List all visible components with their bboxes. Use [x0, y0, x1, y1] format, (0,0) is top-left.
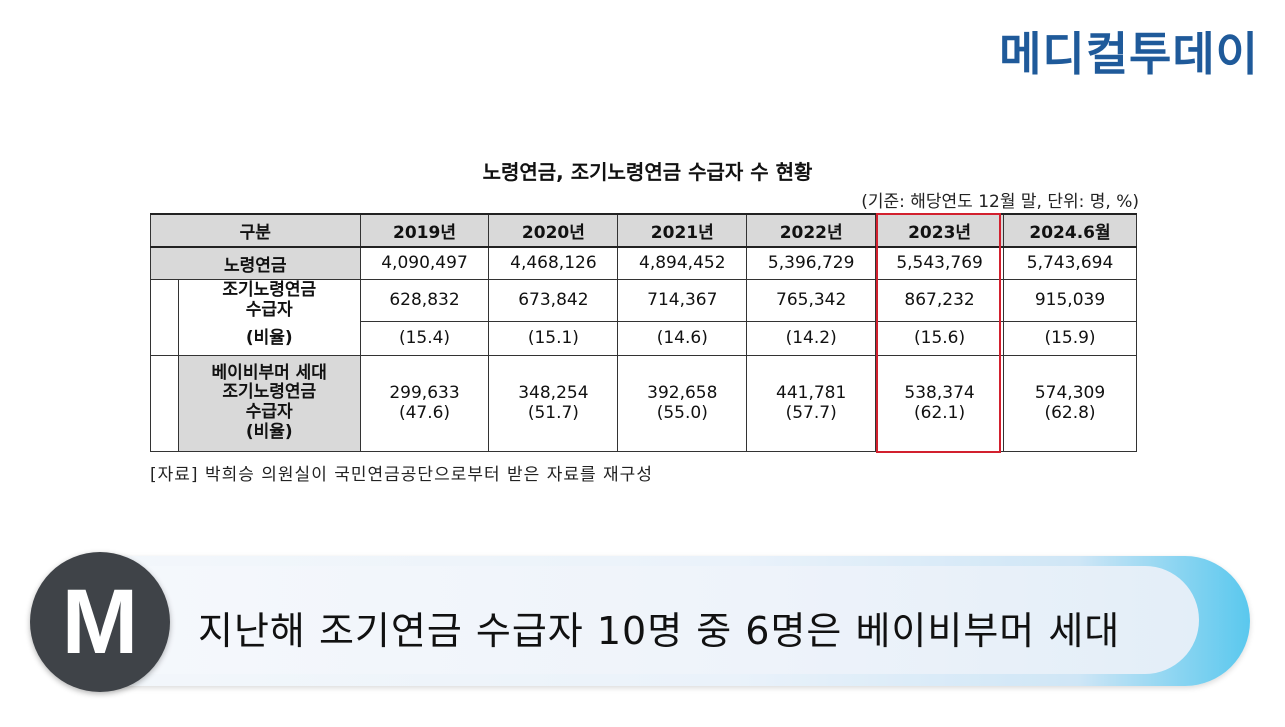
row-label-early-ratio: (비율) — [177, 321, 361, 356]
table-row-early-ratio: (비율) (15.4) (15.1) (14.6) (14.2) (15.6) … — [151, 320, 1137, 356]
label-line: 수급자 — [245, 402, 293, 422]
cell-value-ratio: 574,309 (62.8) — [1003, 354, 1137, 452]
table-row-baby-boomer: 베이비부머 세대 조기노령연금 수급자 (비율) 299,633 (47.6) 3… — [150, 354, 1137, 452]
cell-value: 441,781 — [776, 383, 847, 403]
label-line: 조기노령연금 — [222, 382, 317, 403]
cell-ratio: (57.7) — [785, 403, 837, 423]
label-line: 조기노령연금 — [222, 279, 317, 300]
cell-value: 714,367 — [617, 278, 748, 322]
cell-value: 348,254 — [518, 383, 589, 403]
table-row-early-pension: 조기노령연금 수급자 628,832 673,842 714,367 765,3… — [150, 278, 1137, 356]
table-basis-note: (기준: 해당연도 12월 말, 단위: 명, %) — [861, 192, 1139, 212]
indent-cell — [150, 278, 179, 356]
table-row-old-age-pension: 노령연금 4,090,497 4,468,126 4,894,452 5,396… — [150, 246, 1137, 280]
header-2024-6: 2024.6월 — [1003, 213, 1137, 248]
label-line: 수급자 — [245, 300, 293, 321]
cell-ratio: (55.0) — [656, 403, 708, 423]
pension-recipients-table: 구분 2019년 2020년 2021년 2022년 2023년 2024.6월… — [150, 213, 1137, 452]
brand-logo: 메디컬투데이 — [999, 27, 1259, 81]
cell-value: 628,832 — [359, 278, 490, 322]
cell-value: 867,232 — [875, 278, 1005, 322]
cell-ratio: (15.9) — [1003, 320, 1137, 356]
label-line: (비율) — [245, 421, 293, 442]
header-2021: 2021년 — [617, 213, 748, 248]
cell-ratio: (14.2) — [746, 320, 877, 356]
label-line: 베이비부머 세대 — [211, 362, 327, 383]
cell-ratio: (15.4) — [359, 320, 490, 356]
cell-ratio: (47.6) — [398, 403, 451, 423]
table-header-row: 구분 2019년 2020년 2021년 2022년 2023년 2024.6월 — [150, 213, 1137, 248]
banner-inner-panel — [114, 566, 1199, 674]
header-2019: 2019년 — [359, 213, 490, 248]
cell-value: 538,374 — [904, 383, 975, 403]
source-note: [자료] 박희승 의원실이 국민연금공단으로부터 받은 자료를 재구성 — [150, 465, 653, 485]
cell-value: 392,658 — [647, 383, 718, 403]
header-2020: 2020년 — [488, 213, 619, 248]
cell-value: 5,543,769 — [875, 246, 1005, 280]
banner-headline: 지난해 조기연금 수급자 10명 중 6명은 베이비부머 세대 — [198, 609, 1121, 653]
row-label-baby-boomer: 베이비부머 세대 조기노령연금 수급자 (비율) — [177, 354, 361, 452]
cell-ratio: (62.8) — [1044, 403, 1096, 423]
row-label-early-pension: 조기노령연금 수급자 — [177, 278, 361, 321]
cell-value: 765,342 — [746, 278, 877, 322]
cell-ratio: (51.7) — [527, 403, 579, 423]
cell-ratio: (15.1) — [488, 320, 619, 356]
cell-ratio: (14.6) — [617, 320, 748, 356]
cell-value: 4,090,497 — [359, 246, 490, 280]
document-title: 노령연금, 조기노령연금 수급자 수 현황 — [482, 160, 813, 184]
cell-ratio: (15.6) — [875, 320, 1005, 356]
cell-value-ratio: 538,374 (62.1) — [875, 354, 1005, 452]
header-2022: 2022년 — [746, 213, 877, 248]
row-label-old-age-pension: 노령연금 — [150, 246, 361, 280]
cell-value-ratio: 299,633 (47.6) — [359, 354, 490, 452]
header-category: 구분 — [150, 213, 361, 248]
cell-ratio: (62.1) — [914, 403, 966, 423]
cell-value-ratio: 441,781 (57.7) — [746, 354, 877, 452]
cell-value: 574,309 — [1034, 383, 1106, 403]
cell-value: 4,468,126 — [488, 246, 619, 280]
cell-value: 673,842 — [488, 278, 619, 322]
m-badge-icon: M — [30, 552, 170, 692]
cell-value: 5,396,729 — [746, 246, 877, 280]
cell-value: 915,039 — [1003, 278, 1137, 322]
cell-value: 5,743,694 — [1003, 246, 1137, 280]
cell-value-ratio: 392,658 (55.0) — [617, 354, 748, 452]
indent-cell — [150, 354, 179, 452]
caption-banner: M 지난해 조기연금 수급자 10명 중 6명은 베이비부머 세대 — [30, 552, 1258, 696]
header-2023: 2023년 — [875, 213, 1005, 248]
cell-value: 4,894,452 — [617, 246, 748, 280]
cell-value-ratio: 348,254 (51.7) — [488, 354, 619, 452]
cell-value: 299,633 — [389, 383, 460, 403]
